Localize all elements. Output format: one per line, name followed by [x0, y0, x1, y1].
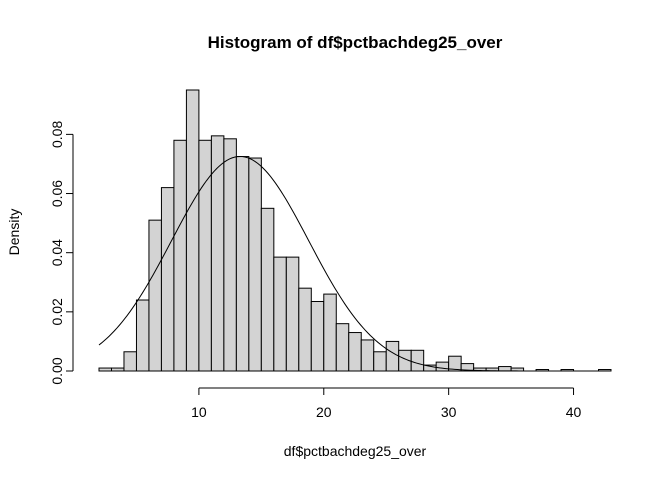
x-tick-label: 20 — [316, 404, 332, 420]
y-axis-label: Density — [6, 209, 22, 256]
y-tick-label: 0.08 — [49, 121, 65, 148]
y-axis: 0.00 0.02 0.04 0.06 0.08 — [49, 121, 74, 385]
histogram-bar — [173, 139, 187, 372]
histogram-bar — [373, 351, 387, 372]
chart-title: Histogram of df$pctbachdeg25_over — [208, 33, 503, 52]
histogram-bar — [110, 367, 125, 372]
normal-density-curve — [98, 155, 611, 372]
x-tick-label: 40 — [566, 404, 582, 420]
y-tick-label: 0.06 — [49, 180, 65, 207]
histogram-bar — [360, 339, 375, 372]
histogram-bar — [435, 361, 450, 372]
histogram-bar — [460, 363, 475, 372]
histogram-bar — [160, 187, 175, 372]
histogram-bar — [285, 256, 300, 372]
histogram-bar — [248, 157, 262, 372]
x-axis-label: df$pctbachdeg25_over — [284, 443, 427, 459]
y-tick-label: 0.00 — [49, 357, 65, 384]
x-axis: 10 20 30 40 — [191, 387, 582, 420]
histogram-bar — [273, 256, 287, 372]
histogram-bar — [98, 367, 112, 372]
y-tick-label: 0.02 — [49, 298, 65, 325]
histogram-bar — [410, 349, 425, 372]
histogram-bar — [498, 366, 512, 372]
histogram-bar — [135, 299, 150, 372]
histogram-bar — [223, 138, 237, 372]
x-tick-label: 30 — [441, 404, 457, 420]
histogram-bar — [310, 300, 325, 372]
histogram-bar — [185, 89, 200, 372]
histogram-bar — [235, 156, 250, 372]
histogram-bar — [348, 332, 362, 372]
histogram-bar — [198, 139, 212, 372]
histogram-bar — [260, 207, 275, 372]
histogram-bar — [335, 323, 350, 372]
histogram-bar — [123, 351, 137, 372]
histogram-bar — [298, 287, 312, 372]
histogram-bar — [148, 219, 162, 372]
histogram-bar — [210, 135, 225, 372]
y-tick-label: 0.04 — [49, 239, 65, 266]
histogram-bar — [323, 293, 337, 372]
histogram-bar — [385, 340, 400, 372]
histogram-bars — [98, 89, 612, 372]
x-tick-label: 10 — [191, 404, 207, 420]
